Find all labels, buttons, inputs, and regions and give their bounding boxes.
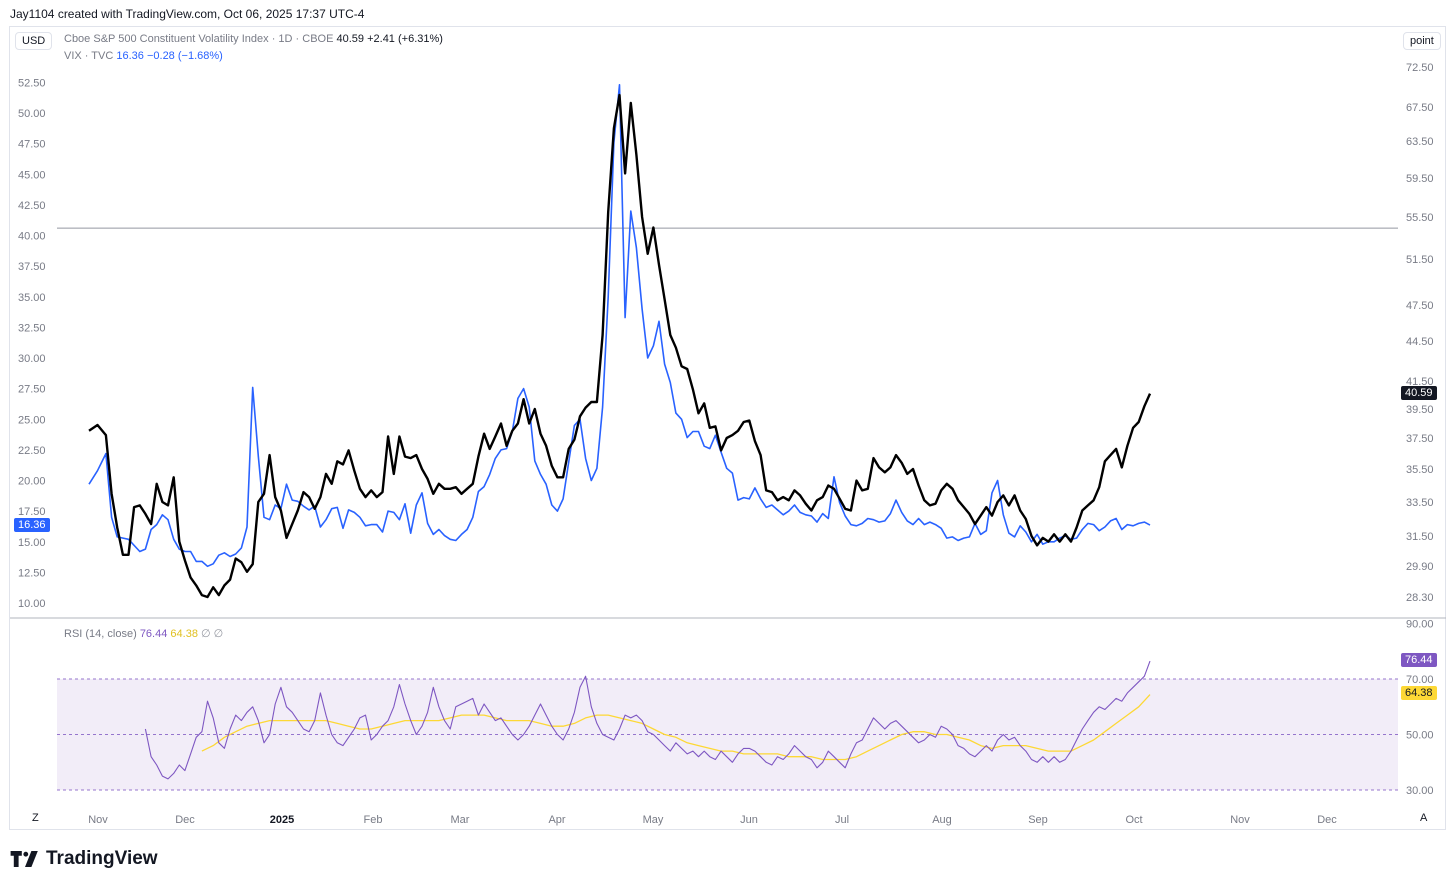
right-axis-tick: 63.50	[1406, 136, 1434, 148]
goto-zoom-button[interactable]: Z	[26, 810, 45, 826]
compare-series-change: −0.28 (−1.68%)	[146, 50, 223, 62]
chart-frame	[9, 26, 1446, 830]
x-axis-tick: Jun	[740, 814, 758, 826]
chart-credit: Jay1104 created with TradingView.com, Oc…	[10, 7, 365, 21]
right-axis-tick: 44.50	[1406, 336, 1434, 348]
right-axis-tick: 39.50	[1406, 404, 1434, 416]
compare-series-value: 16.36	[116, 50, 144, 62]
right-axis-tick: 47.50	[1406, 300, 1434, 312]
x-axis-tick: Nov	[1230, 814, 1250, 826]
right-axis-tick: 51.50	[1406, 254, 1434, 266]
main-series-value: 40.59	[336, 33, 365, 45]
main-series-line	[88, 93, 1152, 599]
x-axis-tick: Sep	[1028, 814, 1048, 826]
right-axis-tick: 31.50	[1406, 531, 1434, 543]
left-axis-tick: 42.50	[18, 200, 46, 212]
rsi-ma-legend-value: 64.38	[170, 628, 198, 640]
left-axis-tick: 50.00	[18, 108, 46, 120]
rsi-legend-value: 76.44	[139, 628, 168, 640]
right-axis-tick: 28.30	[1406, 592, 1434, 604]
left-axis-tick: 30.00	[18, 353, 46, 365]
right-axis-tick: 37.50	[1406, 433, 1434, 445]
vix-last-price-tag: 16.36	[14, 518, 50, 532]
x-axis-tick: Apr	[548, 814, 565, 826]
x-axis-tick: Dec	[1317, 814, 1337, 826]
rsi-last-value-tag: 76.44	[1401, 653, 1437, 667]
rsi-ma-line	[201, 694, 1151, 761]
main-series-change: +2.41 (+6.31%)	[367, 33, 443, 45]
x-axis-tick: Mar	[451, 814, 470, 826]
rsi-axis-tick: 90.00	[1406, 619, 1434, 631]
left-axis-tick: 35.00	[18, 292, 46, 304]
rsi-legend: RSI (14, close) 76.44 64.38 ∅ ∅	[64, 627, 223, 640]
currency-button[interactable]: USD	[15, 32, 53, 50]
auto-scale-button[interactable]: A	[1414, 810, 1434, 826]
rsi-legend-extra-2: ∅	[213, 628, 224, 640]
left-axis-tick: 40.00	[18, 231, 46, 243]
rsi-axis-tick: 70.00	[1406, 674, 1434, 686]
scale-mode-button[interactable]: point	[1403, 32, 1441, 50]
right-axis-tick: 33.50	[1406, 497, 1434, 509]
compare-series-name: VIX · TVC	[64, 50, 114, 62]
x-axis-tick: Feb	[364, 814, 383, 826]
tradingview-logo-icon	[10, 851, 38, 867]
left-axis-tick: 22.50	[18, 445, 46, 457]
right-axis-tick: 72.50	[1406, 62, 1434, 74]
left-axis-tick: 52.50	[18, 77, 46, 89]
rsi-line	[144, 660, 1151, 780]
rsi-legend-name: RSI (14, close)	[64, 628, 137, 640]
vix-series-line	[88, 84, 1151, 568]
right-axis-tick: 59.50	[1406, 173, 1434, 185]
rsi-ma-last-value-tag: 64.38	[1401, 686, 1437, 700]
compare-series-legend: VIX · TVC 16.36 −0.28 (−1.68%)	[64, 50, 223, 62]
x-axis-tick: Jul	[835, 814, 849, 826]
left-axis-tick: 17.50	[18, 506, 46, 518]
right-axis-tick: 67.50	[1406, 102, 1434, 114]
left-axis-tick: 25.00	[18, 414, 46, 426]
left-axis-tick: 47.50	[18, 139, 46, 151]
x-axis-tick: Nov	[88, 814, 108, 826]
rsi-band	[57, 679, 1398, 790]
main-series-legend: Cboe S&P 500 Constituent Volatility Inde…	[64, 33, 443, 45]
right-axis-tick: 29.90	[1406, 561, 1434, 573]
rsi-axis-tick: 30.00	[1406, 785, 1434, 797]
right-axis-tick: 55.50	[1406, 212, 1434, 224]
left-axis-tick: 10.00	[18, 598, 46, 610]
left-axis-tick: 32.50	[18, 322, 46, 334]
tradingview-brand: TradingView	[46, 848, 158, 869]
left-axis-tick: 27.50	[18, 384, 46, 396]
main-last-price-tag: 40.59	[1401, 386, 1437, 400]
left-axis-tick: 37.50	[18, 261, 46, 273]
left-axis-tick: 12.50	[18, 567, 46, 579]
x-axis-tick: Dec	[175, 814, 195, 826]
right-axis-tick: 41.50	[1406, 376, 1434, 388]
x-axis-tick: 2025	[270, 814, 294, 826]
rsi-axis-tick: 50.00	[1406, 730, 1434, 742]
tradingview-logo: TradingView	[10, 848, 158, 870]
right-axis-tick: 35.50	[1406, 464, 1434, 476]
x-axis-tick: Aug	[932, 814, 952, 826]
left-axis-tick: 20.00	[18, 476, 46, 488]
main-series-name: Cboe S&P 500 Constituent Volatility Inde…	[64, 33, 334, 45]
x-axis-tick: Oct	[1125, 814, 1142, 826]
rsi-legend-extra-1: ∅	[201, 628, 211, 640]
left-axis-tick: 15.00	[18, 537, 46, 549]
x-axis-tick: May	[643, 814, 664, 826]
left-axis-tick: 45.00	[18, 169, 46, 181]
